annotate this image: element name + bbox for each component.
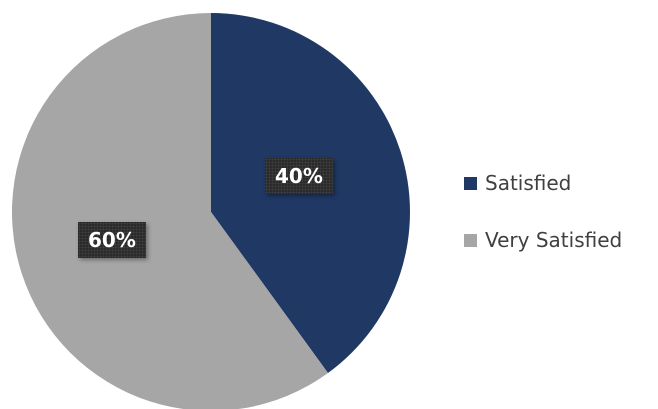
legend-label-very-satisfied: Very Satisfied [485,228,622,252]
legend-swatch-very-satisfied [464,234,477,247]
legend-item-satisfied: Satisfied [464,168,622,198]
data-label-very-satisfied: 60% [78,222,146,258]
data-label-satisfied: 40% [265,158,333,194]
pie-chart [0,0,430,409]
legend-swatch-satisfied [464,177,477,190]
legend-label-satisfied: Satisfied [485,171,571,195]
chart-legend: Satisfied Very Satisfied [464,168,622,255]
legend-item-very-satisfied: Very Satisfied [464,225,622,255]
